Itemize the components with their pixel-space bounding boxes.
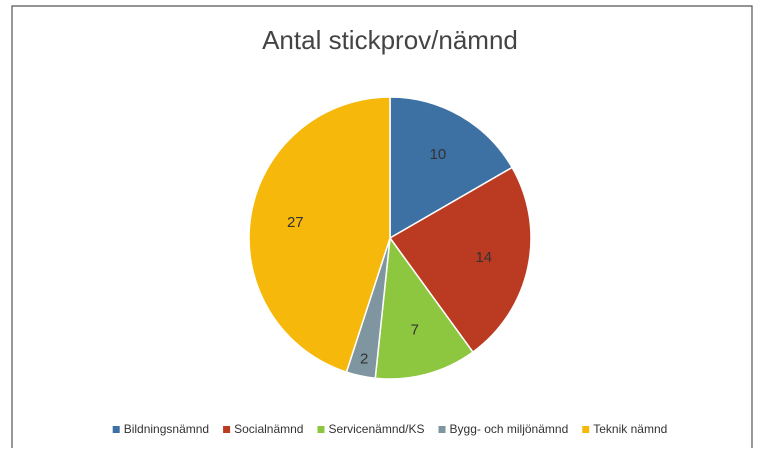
legend-label: Servicenämnd/KS — [328, 422, 424, 436]
legend: Bildningsnämnd Socialnämnd Servicenämnd/KS… — [112, 422, 667, 436]
legend-swatch — [438, 426, 446, 433]
pie-slice — [248, 96, 391, 374]
pie-slice — [388, 166, 532, 354]
data-label: 10 — [430, 146, 447, 163]
legend-label: Bildningsnämnd — [124, 422, 209, 436]
data-label: 14 — [475, 249, 492, 266]
legend-swatch — [223, 426, 231, 433]
pie: 10 14 7 2 27 — [248, 96, 532, 380]
legend-label: Teknik nämnd — [593, 422, 667, 436]
legend-label: Socialnämnd — [234, 422, 303, 436]
legend-swatch — [112, 426, 120, 433]
legend-swatch — [317, 426, 325, 433]
legend-label: Bygg- och miljönämnd — [450, 422, 569, 436]
pie-slice — [374, 235, 474, 380]
legend-swatch — [582, 426, 590, 433]
data-label: 2 — [360, 350, 368, 367]
pie-slice — [389, 96, 514, 240]
data-label: 27 — [287, 214, 304, 231]
data-label: 7 — [411, 322, 419, 339]
chart-frame — [11, 5, 753, 448]
chart-title: Antal stickprov/nämnd — [262, 25, 518, 55]
